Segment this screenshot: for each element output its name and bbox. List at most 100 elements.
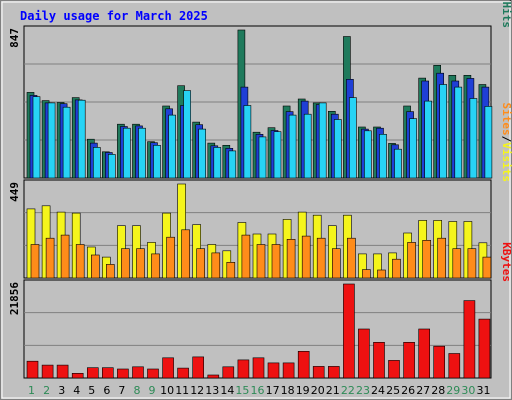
bar-sites-day-9 xyxy=(151,253,160,279)
bar-kbytes-day-3 xyxy=(56,364,69,379)
bar-sites-day-17 xyxy=(271,244,281,279)
bar-pages-day-12 xyxy=(198,128,206,179)
max-label-top: 847 xyxy=(8,28,21,48)
bar-sites-day-6 xyxy=(106,264,115,279)
bar-pages-day-10 xyxy=(168,114,176,179)
bar-pages-day-30 xyxy=(469,98,478,179)
x-tick-label: 21 xyxy=(326,384,340,397)
bar-pages-day-7 xyxy=(123,127,131,179)
bar-pages-day-26 xyxy=(409,118,417,179)
panel-mid: 449 Sites/Visits xyxy=(8,103,512,279)
bar-pages-day-25 xyxy=(394,148,402,179)
x-tick-label: 4 xyxy=(73,384,80,397)
bar-sites-day-18 xyxy=(286,239,296,279)
bar-pages-day-22 xyxy=(349,97,357,179)
bar-pages-day-5 xyxy=(93,147,101,179)
x-tick-label: 1 xyxy=(28,384,35,397)
bar-pages-day-8 xyxy=(138,127,146,179)
max-label-mid: 449 xyxy=(8,182,21,202)
x-tick-label: 3 xyxy=(58,384,65,397)
x-tick-label: 15 xyxy=(235,384,249,397)
bar-kbytes-day-4 xyxy=(71,372,84,379)
bar-sites-day-20 xyxy=(316,237,326,279)
bar-sites-day-5 xyxy=(91,254,100,279)
x-tick-label: 26 xyxy=(401,384,415,397)
bar-kbytes-day-28 xyxy=(433,345,446,379)
bar-pages-day-29 xyxy=(454,86,463,179)
bar-kbytes-day-20 xyxy=(312,366,325,379)
bar-sites-day-21 xyxy=(331,248,341,279)
bar-sites-day-25 xyxy=(392,258,401,279)
bar-sites-day-24 xyxy=(377,269,386,279)
bar-sites-day-3 xyxy=(60,234,70,279)
bar-pages-day-19 xyxy=(303,113,312,179)
panel-bottom: 21856 KBytes xyxy=(8,242,512,379)
x-tick-label: 28 xyxy=(431,384,445,397)
x-tick-label: 30 xyxy=(461,384,475,397)
bar-kbytes-day-26 xyxy=(403,341,415,379)
bar-kbytes-day-25 xyxy=(388,360,400,379)
bar-kbytes-day-1 xyxy=(26,360,39,379)
panel-top: 847 Pages/Files/Hits xyxy=(8,0,512,179)
bar-kbytes-day-16 xyxy=(252,357,265,379)
x-tick-label: 31 xyxy=(477,384,491,397)
bar-pages-day-6 xyxy=(108,154,116,179)
bar-kbytes-day-8 xyxy=(132,366,144,379)
bar-kbytes-day-31 xyxy=(478,318,491,379)
x-tick-label: 29 xyxy=(446,384,460,397)
bar-sites-day-10 xyxy=(166,236,175,279)
bar-pages-day-14 xyxy=(228,150,237,179)
legend-sites: Sites xyxy=(500,103,512,136)
x-tick-label: 17 xyxy=(266,384,280,397)
x-tick-label: 5 xyxy=(88,384,95,397)
bar-pages-day-23 xyxy=(364,130,372,179)
bar-pages-day-28 xyxy=(439,84,448,179)
bar-sites-day-30 xyxy=(467,248,477,279)
bar-kbytes-day-11 xyxy=(177,367,189,379)
bar-kbytes-day-18 xyxy=(282,362,295,379)
x-tick-label: 13 xyxy=(205,384,219,397)
bar-kbytes-day-5 xyxy=(87,367,99,379)
bar-kbytes-day-10 xyxy=(162,357,174,379)
x-tick-label: 11 xyxy=(175,384,189,397)
x-tick-label: 7 xyxy=(118,384,125,397)
legend-visits: Visits xyxy=(500,142,512,182)
bar-pages-day-2 xyxy=(47,102,56,179)
x-tick-label: 8 xyxy=(134,384,141,397)
x-tick-label: 27 xyxy=(416,384,430,397)
legend-kbytes: KBytes xyxy=(500,242,512,282)
bar-sites-day-28 xyxy=(437,237,447,279)
bar-pages-day-31 xyxy=(484,106,493,179)
bar-kbytes-day-14 xyxy=(222,366,235,379)
bar-kbytes-day-30 xyxy=(463,300,476,379)
bar-kbytes-day-22 xyxy=(343,283,355,379)
bar-kbytes-day-6 xyxy=(102,367,114,379)
bar-sites-day-8 xyxy=(136,248,145,279)
bar-kbytes-day-23 xyxy=(358,328,370,379)
bar-sites-day-29 xyxy=(452,248,462,279)
bar-kbytes-day-12 xyxy=(192,356,204,379)
series-legend-top: Pages/Files/Hits xyxy=(500,0,512,28)
x-tick-label: 20 xyxy=(311,384,325,397)
bar-sites-day-19 xyxy=(301,235,311,279)
bar-sites-day-23 xyxy=(362,269,371,279)
x-axis-labels: 1 2 3 4 5 6 7 8 9 10 11 12 13 14 15 16 17 18 19 20 21 22 23 24 2… xyxy=(28,384,491,397)
bar-kbytes-day-9 xyxy=(147,368,159,379)
x-tick-label: 16 xyxy=(251,384,265,397)
legend-separator: / xyxy=(500,136,512,143)
chart-panels: 847 Pages/Files/Hits 449 Sites/Visits 21856K… xyxy=(8,0,512,379)
bar-pages-day-9 xyxy=(153,145,161,179)
bar-sites-day-22 xyxy=(347,237,356,279)
bar-pages-day-20 xyxy=(318,102,327,179)
bar-pages-day-4 xyxy=(77,99,86,179)
bar-kbytes-day-29 xyxy=(448,353,461,379)
bar-pages-day-11 xyxy=(183,90,191,179)
bar-sites-day-16 xyxy=(256,244,266,279)
x-tick-label: 9 xyxy=(149,384,156,397)
bar-kbytes-day-19 xyxy=(297,350,310,379)
bar-sites-day-12 xyxy=(196,248,205,279)
bar-pages-day-24 xyxy=(379,134,387,179)
x-tick-label: 24 xyxy=(371,384,385,397)
bar-kbytes-day-24 xyxy=(373,341,385,379)
